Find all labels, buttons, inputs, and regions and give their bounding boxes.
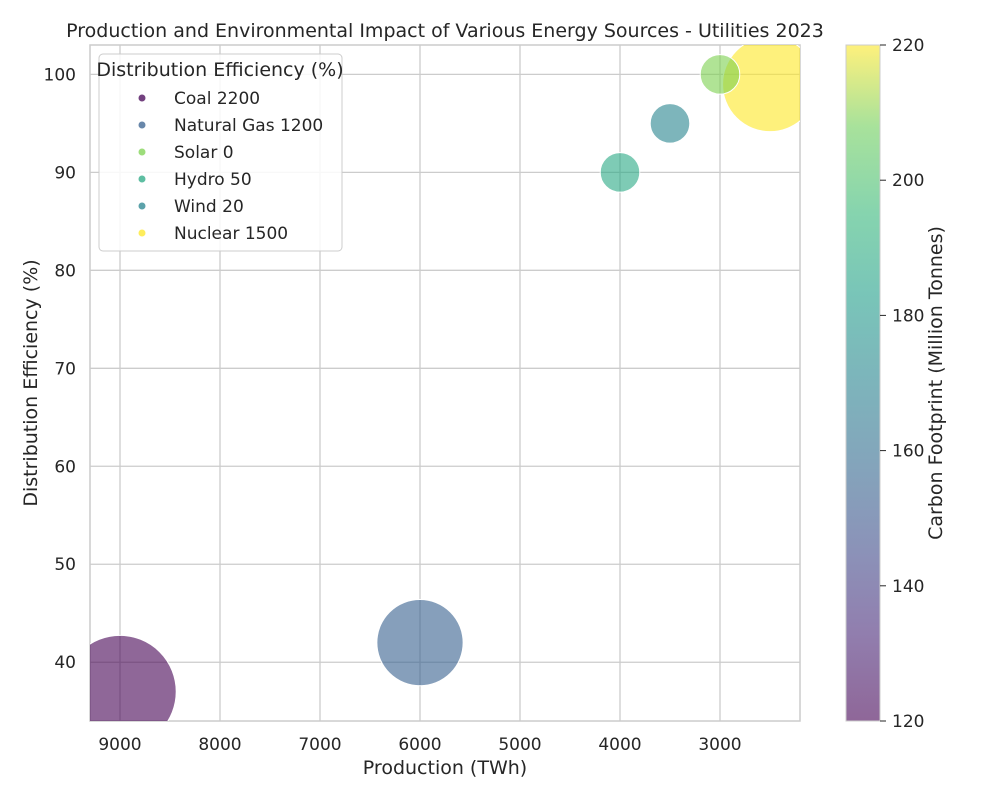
y-tick-label: 100 bbox=[44, 65, 76, 85]
colorbar-border bbox=[845, 44, 881, 722]
legend-items: Coal 2200 Natural Gas 1200 Solar 0 Hydro 50… bbox=[138, 89, 323, 244]
data-points bbox=[90, 45, 800, 721]
y-tick-label: 40 bbox=[54, 653, 76, 673]
legend-label: Hydro 50 bbox=[174, 170, 252, 190]
chart-title: Production and Environmental Impact of V… bbox=[66, 20, 824, 42]
legend-marker bbox=[138, 148, 146, 156]
y-tick-label: 70 bbox=[54, 359, 76, 379]
colorbar-tick-label: 180 bbox=[892, 306, 924, 326]
colorbar: 120 140 160 180 200 220 Carbon Footprint (Mil… bbox=[845, 36, 947, 732]
bubble-hydro bbox=[599, 152, 641, 193]
bubble-solar bbox=[699, 54, 741, 95]
legend-box bbox=[98, 53, 343, 252]
legend-label: Natural Gas 1200 bbox=[174, 116, 323, 136]
legend-marker bbox=[138, 175, 146, 183]
x-tick-label: 4000 bbox=[598, 735, 641, 755]
colorbar-tick-label: 140 bbox=[892, 577, 924, 597]
x-tick-label: 6000 bbox=[398, 735, 441, 755]
colorbar-gradient bbox=[846, 45, 880, 721]
x-tick-label: 5000 bbox=[498, 735, 541, 755]
bubble-wind bbox=[649, 103, 691, 144]
y-tick-label: 80 bbox=[54, 261, 76, 281]
y-axis-ticks: 40 50 60 70 80 90 100 bbox=[44, 65, 76, 673]
colorbar-ticks: 120 140 160 180 200 220 bbox=[880, 36, 924, 732]
legend-label: Wind 20 bbox=[174, 197, 244, 217]
legend: Distribution Efficiency (%) Coal 2200 Nat… bbox=[96, 53, 344, 252]
x-tick-label: 9000 bbox=[98, 735, 141, 755]
legend-marker bbox=[138, 121, 146, 129]
legend-title: Distribution Efficiency (%) bbox=[96, 59, 343, 81]
legend-marker bbox=[138, 229, 146, 237]
colorbar-tick-label: 120 bbox=[892, 712, 924, 732]
legend-label: Nuclear 1500 bbox=[174, 224, 288, 244]
colorbar-tick-label: 200 bbox=[892, 171, 924, 191]
x-tick-label: 3000 bbox=[698, 735, 741, 755]
legend-label: Coal 2200 bbox=[174, 89, 260, 109]
y-axis-label: Distribution Efficiency (%) bbox=[20, 259, 42, 506]
bubble-coal bbox=[90, 634, 177, 721]
y-tick-label: 50 bbox=[54, 555, 76, 575]
legend-marker bbox=[138, 94, 146, 102]
y-tick-label: 90 bbox=[54, 163, 76, 183]
colorbar-tick-label: 160 bbox=[892, 442, 924, 462]
x-tick-label: 7000 bbox=[298, 735, 341, 755]
colorbar-tick-label: 220 bbox=[892, 36, 924, 56]
x-tick-label: 8000 bbox=[198, 735, 241, 755]
x-axis-ticks: 9000 8000 7000 6000 5000 4000 3000 bbox=[98, 735, 741, 755]
colorbar-label: Carbon Footprint (Million Tonnes) bbox=[925, 226, 947, 540]
x-axis-label: Production (TWh) bbox=[363, 757, 527, 779]
legend-label: Solar 0 bbox=[174, 143, 234, 163]
bubble-natural bbox=[376, 598, 464, 687]
legend-marker bbox=[138, 202, 146, 210]
y-tick-label: 60 bbox=[54, 457, 76, 477]
